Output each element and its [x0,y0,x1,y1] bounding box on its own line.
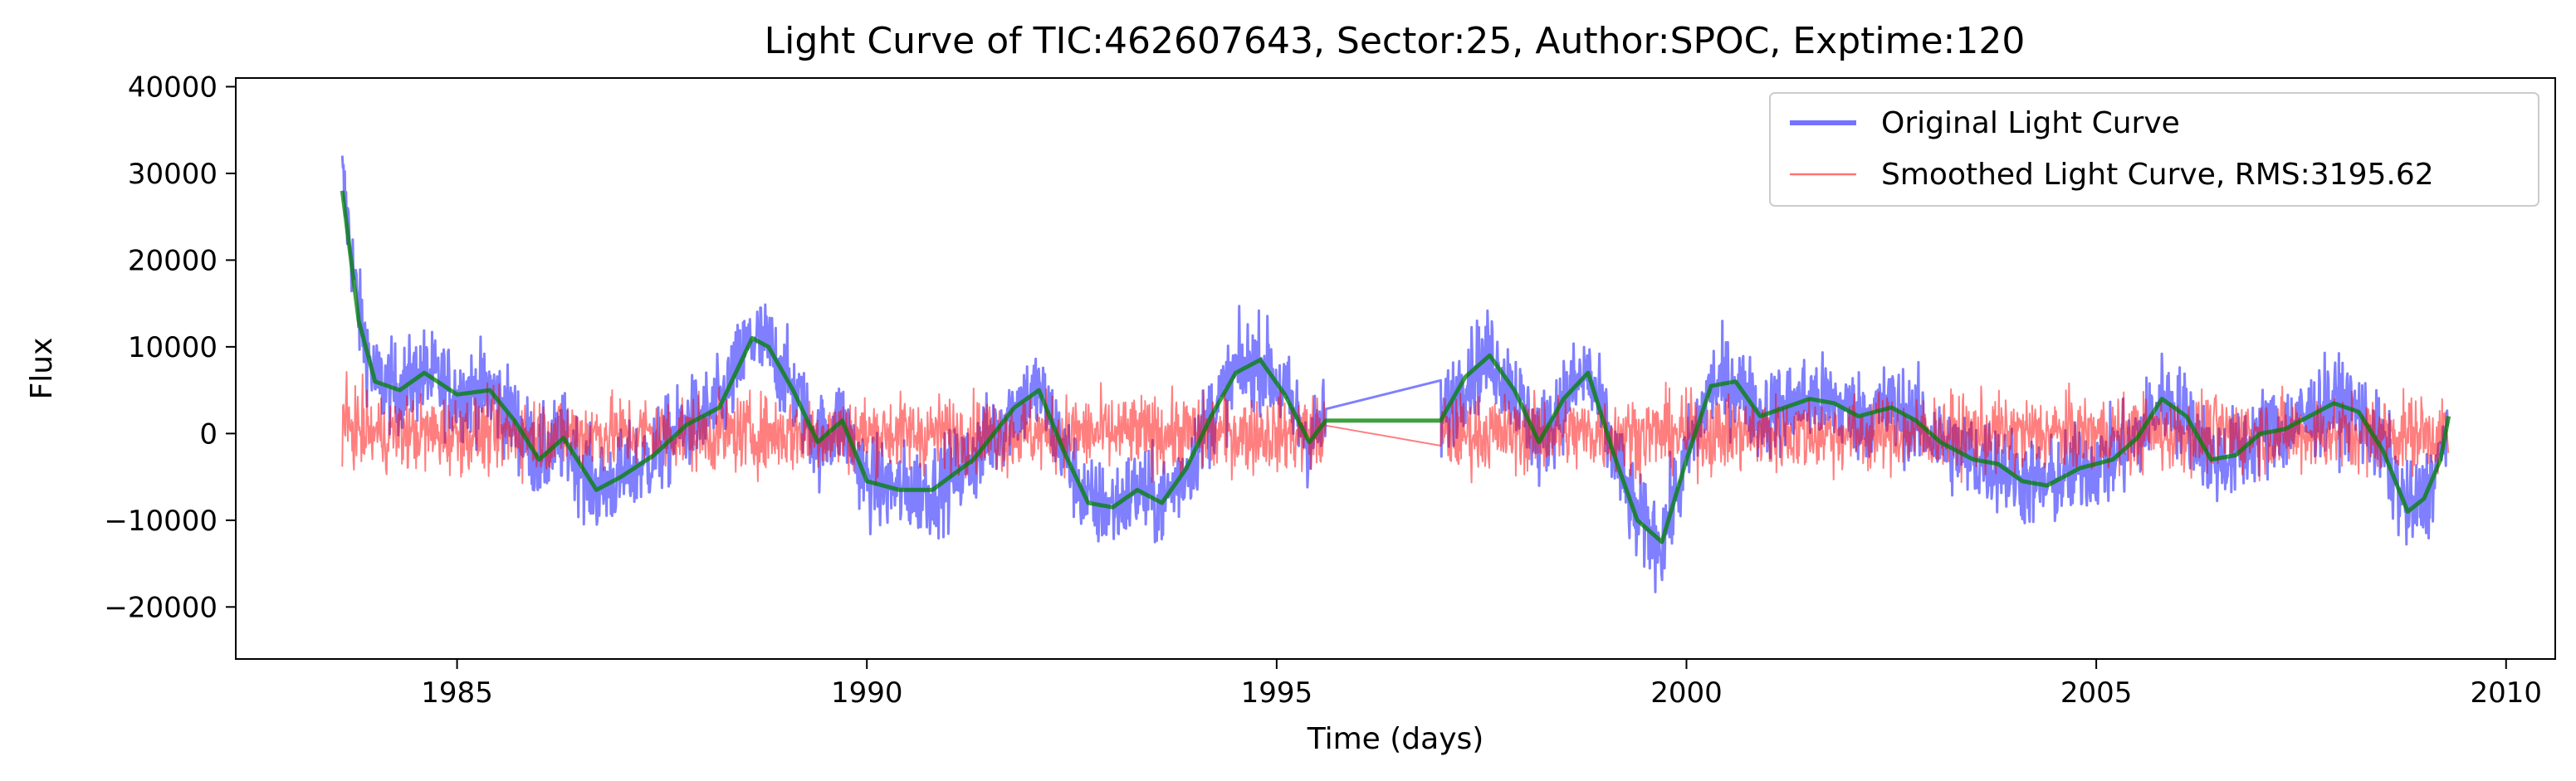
y-tick-label: 0 [199,417,218,451]
x-axis-ticks: 1985 1990 1995 2000 2005 2010 [421,659,2542,710]
trend-line [340,190,2451,544]
y-axis-ticks: −20000 −10000 0 10000 20000 30000 40000 [104,71,236,624]
x-tick-label: 2000 [1650,676,1723,710]
y-axis-label: Flux [25,338,59,400]
plot-area-frame [235,77,2556,660]
y-tick-label: 30000 [128,158,218,191]
chart-title: Light Curve of TIC:462607643, Sector:25,… [765,20,2026,62]
x-tick-label: 1995 [1241,676,1313,710]
legend-label-smoothed: Smoothed Light Curve, RMS:3195.62 [1881,158,2434,192]
x-tick-label: 2005 [2060,676,2133,710]
x-axis-label: Time (days) [1307,722,1484,756]
y-tick-label: 20000 [128,244,218,277]
x-tick-label: 2010 [2470,676,2542,710]
trend-line-series [340,190,2451,544]
x-tick-label: 1990 [831,676,903,710]
y-tick-label: −10000 [104,505,218,538]
x-tick-label: 1985 [421,676,493,710]
original-light-curve-line [340,155,2449,593]
original-light-curve-series [340,155,2449,593]
y-tick-label: 10000 [128,331,218,364]
legend-box [1769,92,2539,207]
y-tick-label: −20000 [104,591,218,624]
legend: Original Light Curve Smoothed Light Curv… [1769,92,2539,207]
y-tick-label: 40000 [128,71,218,104]
legend-label-original: Original Light Curve [1881,106,2180,140]
